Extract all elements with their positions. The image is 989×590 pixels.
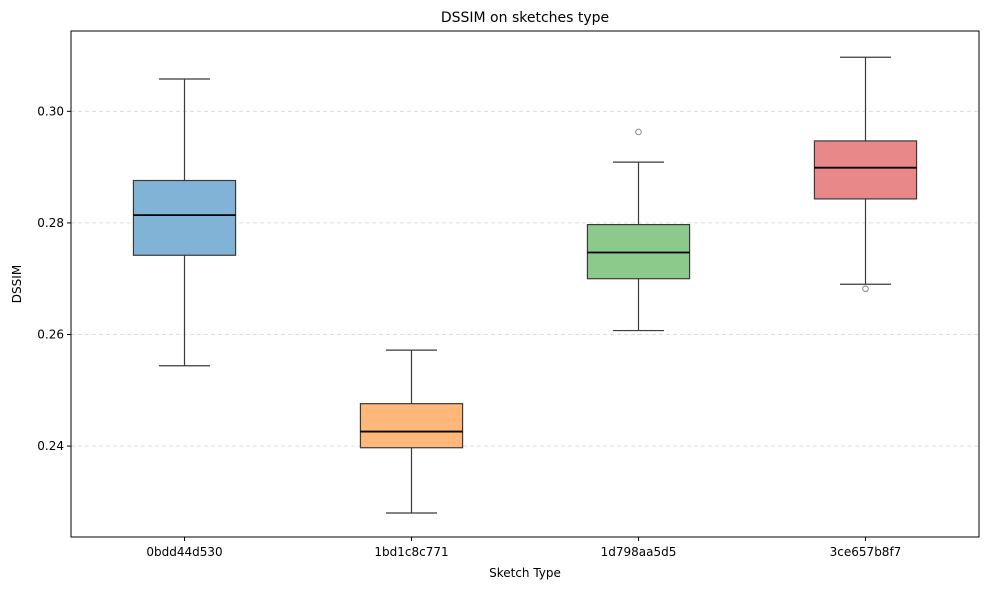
- chart-title: DSSIM on sketches type: [441, 10, 609, 26]
- x-tick-label: 0bdd44d530: [146, 545, 222, 559]
- outlier-point: [862, 285, 869, 293]
- ticks: 0.24 0.26 0.28 0.30 0bdd44d530 1bd1c8c771 1d79…: [37, 104, 901, 559]
- x-tick-label: 1d798aa5d5: [601, 545, 677, 559]
- box-iqr: [359, 403, 464, 449]
- box-iqr: [813, 140, 918, 200]
- x-tick-label: 1bd1c8c771: [374, 545, 448, 559]
- plot-area-frame: [70, 30, 980, 538]
- box-1bd1c8c771: [359, 349, 464, 514]
- box-1d798aa5d5: [586, 128, 691, 332]
- boxes: [132, 56, 918, 514]
- y-tick-label: 0.30: [37, 104, 64, 118]
- y-tick-label: 0.26: [37, 327, 64, 341]
- y-tick-label: 0.24: [37, 439, 64, 453]
- outlier-point: [635, 128, 642, 136]
- grid-lines: [71, 110, 979, 447]
- box-iqr: [132, 179, 237, 256]
- box-3ce657b8f7: [813, 56, 918, 293]
- y-axis-label: DSSIM: [10, 265, 24, 303]
- y-tick-label: 0.28: [37, 216, 64, 230]
- x-axis-label: Sketch Type: [489, 566, 561, 580]
- box-0bdd44d530: [132, 78, 237, 367]
- x-tick-label: 3ce657b8f7: [830, 545, 902, 559]
